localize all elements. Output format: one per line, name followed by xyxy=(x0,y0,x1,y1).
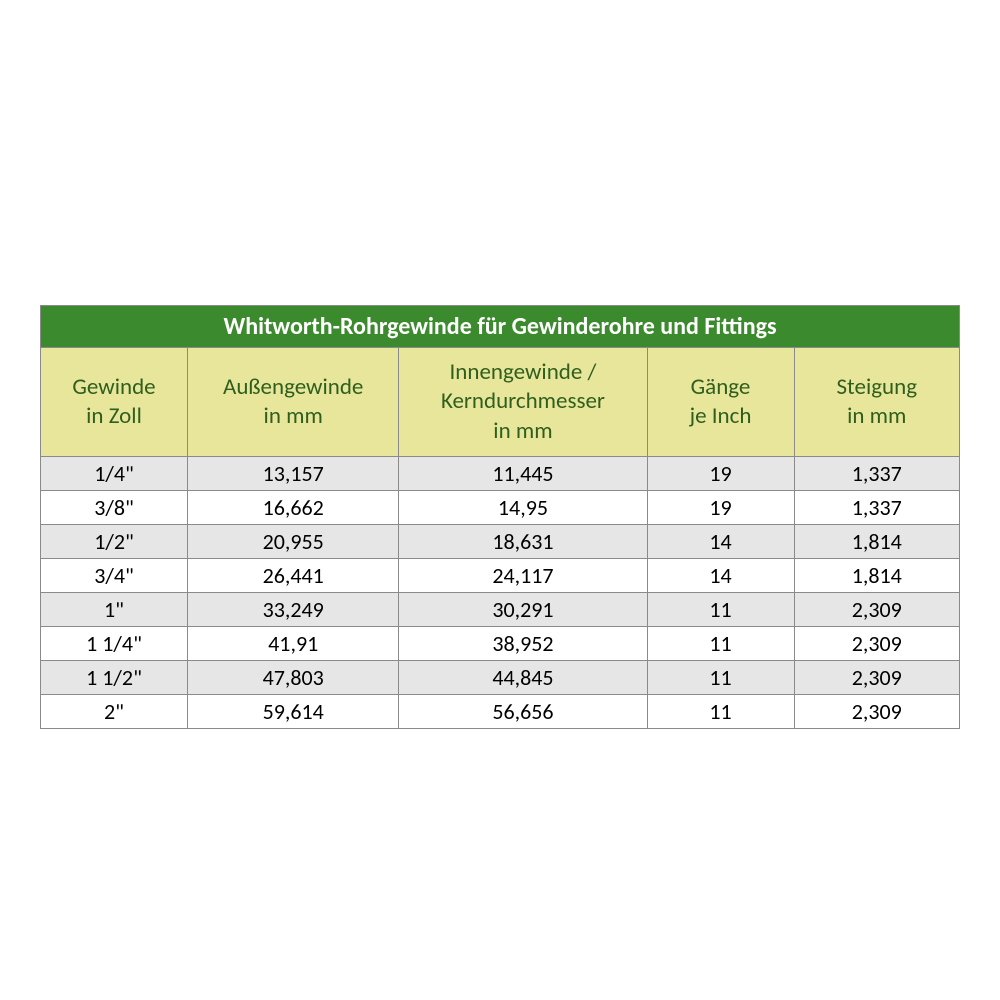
cell: 33,249 xyxy=(188,593,399,627)
cell: 1,337 xyxy=(794,457,959,491)
cell: 1/4" xyxy=(41,457,188,491)
cell: 47,803 xyxy=(188,661,399,695)
cell: 59,614 xyxy=(188,695,399,729)
table-row: 1/2" 20,955 18,631 14 1,814 xyxy=(41,525,960,559)
col-header-line: Steigung xyxy=(836,373,917,401)
col-header-gewinde: Gewinde in Zoll xyxy=(41,348,188,457)
cell: 24,117 xyxy=(399,559,647,593)
cell: 2,309 xyxy=(794,593,959,627)
col-header-line: Gänge xyxy=(691,373,751,401)
cell: 3/4" xyxy=(41,559,188,593)
cell: 14 xyxy=(647,525,794,559)
cell: 1,814 xyxy=(794,559,959,593)
cell: 14,95 xyxy=(399,491,647,525)
table-row: 2" 59,614 56,656 11 2,309 xyxy=(41,695,960,729)
col-header-steigung: Steigung in mm xyxy=(794,348,959,457)
cell: 2,309 xyxy=(794,661,959,695)
cell: 1 1/2" xyxy=(41,661,188,695)
cell: 1,814 xyxy=(794,525,959,559)
col-header-line: in Zoll xyxy=(86,402,142,430)
cell: 19 xyxy=(647,457,794,491)
cell: 56,656 xyxy=(399,695,647,729)
cell: 2" xyxy=(41,695,188,729)
cell: 30,291 xyxy=(399,593,647,627)
col-header-aussengewinde: Außengewinde in mm xyxy=(188,348,399,457)
cell: 44,845 xyxy=(399,661,647,695)
cell: 38,952 xyxy=(399,627,647,661)
cell: 1/2" xyxy=(41,525,188,559)
col-header-line: Kerndurchmesser xyxy=(441,387,605,415)
cell: 2,309 xyxy=(794,695,959,729)
col-header-line: in mm xyxy=(847,402,906,430)
cell: 19 xyxy=(647,491,794,525)
cell: 20,955 xyxy=(188,525,399,559)
col-header-line: in mm xyxy=(493,417,552,445)
cell: 16,662 xyxy=(188,491,399,525)
cell: 11 xyxy=(647,661,794,695)
cell: 13,157 xyxy=(188,457,399,491)
cell: 3/8" xyxy=(41,491,188,525)
col-header-gaenge: Gänge je Inch xyxy=(647,348,794,457)
cell: 1" xyxy=(41,593,188,627)
cell: 1,337 xyxy=(794,491,959,525)
cell: 11 xyxy=(647,695,794,729)
table-row: 1" 33,249 30,291 11 2,309 xyxy=(41,593,960,627)
table-container: Whitworth-Rohrgewinde für Gewinderohre u… xyxy=(40,305,960,729)
table-body: 1/4" 13,157 11,445 19 1,337 3/8" 16,662 … xyxy=(41,457,960,729)
cell: 14 xyxy=(647,559,794,593)
col-header-line: in mm xyxy=(264,402,323,430)
table-row: 3/8" 16,662 14,95 19 1,337 xyxy=(41,491,960,525)
table-row: 3/4" 26,441 24,117 14 1,814 xyxy=(41,559,960,593)
cell: 2,309 xyxy=(794,627,959,661)
table-title: Whitworth-Rohrgewinde für Gewinderohre u… xyxy=(41,306,960,348)
cell: 26,441 xyxy=(188,559,399,593)
table-row: 1 1/4" 41,91 38,952 11 2,309 xyxy=(41,627,960,661)
col-header-line: Außengewinde xyxy=(223,373,363,401)
thread-table: Whitworth-Rohrgewinde für Gewinderohre u… xyxy=(40,305,960,729)
col-header-innengewinde: Innengewinde / Kerndurchmesser in mm xyxy=(399,348,647,457)
table-row: 1/4" 13,157 11,445 19 1,337 xyxy=(41,457,960,491)
col-header-line: je Inch xyxy=(690,402,752,430)
col-header-line: Gewinde xyxy=(72,373,155,401)
col-header-line: Innengewinde / xyxy=(450,358,597,386)
cell: 11,445 xyxy=(399,457,647,491)
cell: 18,631 xyxy=(399,525,647,559)
cell: 11 xyxy=(647,627,794,661)
cell: 1 1/4" xyxy=(41,627,188,661)
table-row: 1 1/2" 47,803 44,845 11 2,309 xyxy=(41,661,960,695)
cell: 41,91 xyxy=(188,627,399,661)
cell: 11 xyxy=(647,593,794,627)
